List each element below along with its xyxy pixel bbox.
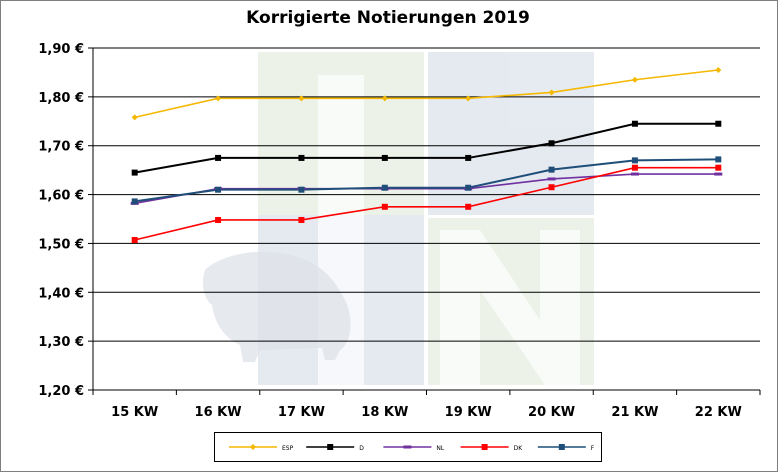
data-point-f: [215, 186, 222, 193]
x-tick-label: 16 KW: [195, 405, 242, 420]
data-point-dk: [631, 164, 638, 171]
series-line-esp: [134, 69, 719, 119]
gridlines: [88, 47, 761, 395]
data-point-esp: [298, 95, 305, 102]
y-tick-label: 1,40 €: [38, 286, 84, 301]
series-markers: [130, 66, 723, 244]
legend-label-dk: DK: [514, 445, 524, 452]
data-point-d: [381, 154, 388, 161]
data-point-esp: [381, 95, 388, 102]
legend-label-d: D: [359, 445, 364, 452]
data-point-f: [631, 157, 638, 164]
isn-watermark-logo: [202, 52, 594, 385]
legend-label-nl: NL: [436, 445, 444, 452]
data-point-esp: [215, 95, 222, 102]
legend-marker-f: [558, 444, 565, 450]
data-point-f: [715, 156, 722, 163]
x-tick-label: 19 KW: [445, 405, 492, 420]
legend-marker-esp: [250, 444, 256, 450]
legend: ESP D NL DK F: [214, 432, 602, 462]
legend-marker-dk: [481, 444, 488, 450]
x-axis-tick-labels: 15 KW 16 KW 17 KW 18 KW 19 KW 20 KW 21 KW 22 KW: [111, 405, 742, 420]
data-point-d: [465, 154, 472, 161]
data-point-f: [548, 166, 555, 173]
series-line-d: [134, 122, 719, 174]
legend-label-f: F: [591, 445, 595, 452]
data-point-dk: [465, 203, 472, 210]
data-point-esp: [131, 114, 138, 121]
y-tick-label: 1,30 €: [38, 335, 84, 350]
data-point-d: [131, 169, 138, 176]
x-tick-label: 20 KW: [528, 405, 575, 420]
data-point-nl: [630, 172, 639, 176]
x-tick-label: 18 KW: [361, 405, 408, 420]
data-point-esp: [548, 89, 555, 96]
x-tick-label: 17 KW: [278, 405, 325, 420]
data-point-dk: [381, 203, 388, 210]
data-point-nl: [547, 177, 556, 181]
data-point-dk: [715, 164, 722, 171]
data-point-dk: [215, 216, 222, 223]
y-tick-label: 1,20 €: [38, 384, 84, 399]
data-point-f: [131, 198, 138, 205]
data-point-dk: [131, 237, 138, 244]
data-point-esp: [465, 95, 472, 102]
data-point-esp: [715, 66, 722, 73]
data-point-f: [298, 186, 305, 193]
legend-marker-d: [327, 444, 334, 450]
data-point-dk: [298, 216, 305, 223]
chart-title: Korrigierte Notierungen 2019: [246, 8, 530, 28]
y-tick-label: 1,90 €: [38, 42, 84, 57]
series-line-f: [134, 158, 719, 203]
legend-label-esp: ESP: [282, 445, 294, 452]
data-point-f: [465, 184, 472, 191]
series-lines: [134, 69, 719, 241]
y-tick-label: 1,60 €: [38, 189, 84, 204]
y-tick-label: 1,50 €: [38, 237, 84, 252]
y-tick-label: 1,80 €: [38, 91, 84, 106]
x-tick-label: 21 KW: [611, 405, 658, 420]
data-point-d: [215, 154, 222, 161]
data-point-d: [631, 120, 638, 127]
data-point-dk: [548, 184, 555, 191]
data-point-esp: [631, 76, 638, 83]
data-point-d: [298, 154, 305, 161]
x-tick-label: 22 KW: [695, 405, 742, 420]
data-point-f: [381, 184, 388, 191]
y-axis-tick-labels: 1,20 € 1,30 € 1,40 € 1,50 € 1,60 € 1,70 € 1,80…: [38, 42, 84, 399]
legend-entries: ESP D NL DK F: [229, 444, 595, 452]
data-point-d: [548, 140, 555, 147]
data-point-d: [715, 120, 722, 127]
data-point-nl: [714, 172, 723, 176]
x-tick-label: 15 KW: [111, 405, 158, 420]
y-tick-label: 1,70 €: [38, 140, 84, 155]
series-line-dk: [134, 166, 719, 241]
legend-marker-nl: [403, 445, 412, 449]
